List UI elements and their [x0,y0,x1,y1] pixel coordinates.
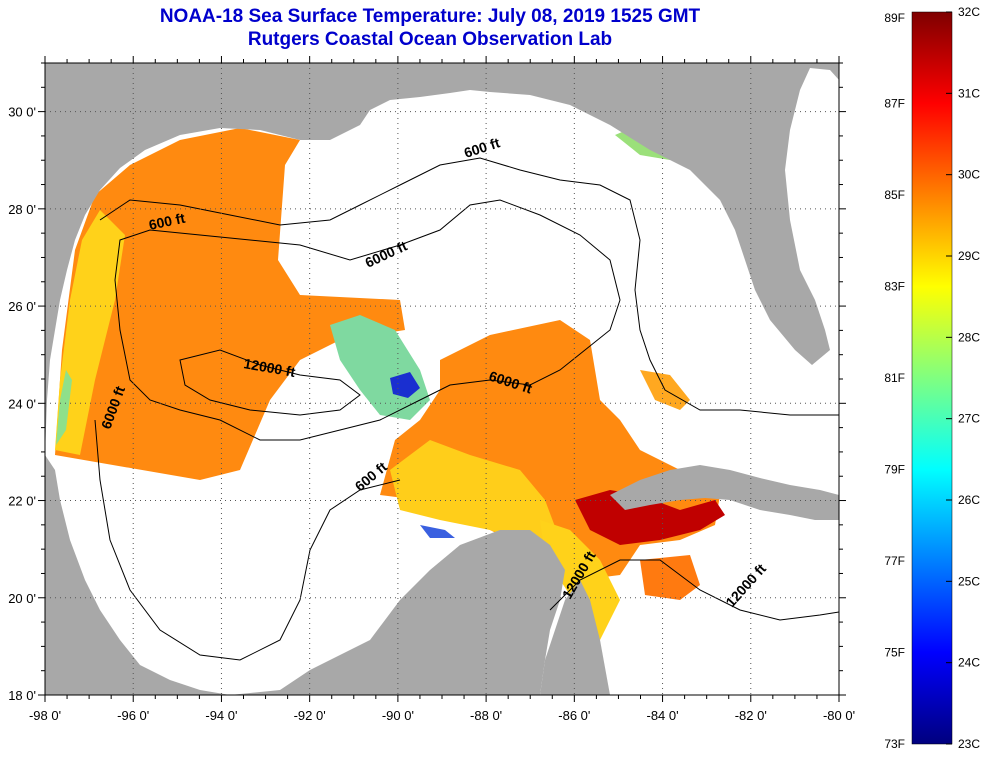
contour-600ft-north [99,157,839,416]
colorbar-bar [911,11,953,745]
sst-patch-south-orange [640,555,700,600]
longitude-tick-label: -94 0' [205,708,237,723]
colorbar-celsius-label: 24C [958,656,980,670]
longitude-tick-label: -84 0' [646,708,678,723]
colorbar-fahrenheit-label: 87F [884,97,905,111]
contour-12000ft [179,349,361,416]
longitude-tick-label: -80 0' [823,708,855,723]
longitude-tick-label: -86 0' [558,708,590,723]
longitude-tick-label: -96 0' [117,708,149,723]
latitude-tick-label: 18 0' [8,688,36,703]
longitude-tick-label: -88 0' [470,708,502,723]
latitude-tick-label: 28 0' [8,202,36,217]
latitude-tick-label: 20 0' [8,591,36,606]
latitude-axis: 18 0' 20 0' 22 0' 24 0' 26 0' 28 0' 30 0' [8,62,846,703]
colorbar-fahrenheit-label: 79F [884,463,905,477]
colorbar-celsius-label: 31C [958,86,980,100]
land-yucatan-east [540,580,610,695]
sst-patch-bay-campeche-blue [420,525,455,538]
latitude-tick-label: 24 0' [8,396,36,411]
sst-patch-cuba-darkred [575,490,725,545]
colorbar-celsius-label: 27C [958,412,980,426]
colorbar-fahrenheit-label: 73F [884,737,905,751]
longitude-tick-label: -98 0' [29,708,61,723]
bathymetry-contours [94,157,839,661]
colorbar-celsius-label: 29C [958,249,980,263]
contour-600ft-mexico [94,419,401,661]
land-cuba [610,465,839,520]
land-layer [45,63,839,695]
latitude-tick-label: 30 0' [8,105,36,120]
contour-6000ft-gulf [114,199,621,441]
longitude-tick-label: -92 0' [294,708,326,723]
contour-12000ft-caribbean [549,559,839,621]
colorbar-fahrenheit-label: 89F [884,11,905,25]
lat-lon-grid [45,63,839,695]
land-mexico [45,455,230,695]
contour-label: 600 ft [147,210,186,233]
colorbar: 89F 87F 85F 83F 81F 79F 77F 75F 73F 32C 31C 30C 29C… [884,5,980,751]
land-us-gulf-coast [45,63,839,455]
latitude-tick-label: 22 0' [8,494,36,509]
colorbar-fahrenheit-label: 81F [884,371,905,385]
colorbar-celsius-labels: 32C 31C 30C 29C 28C 27C 26C 25C 24C 23C [946,5,980,751]
colorbar-celsius-label: 26C [958,493,980,507]
colorbar-celsius-label: 23C [958,737,980,751]
longitude-axis: -98 0' -96 0' -94 0' -92 0' -90 0' -88 0' -86 … [29,56,855,723]
sst-data-layer [55,120,725,640]
colorbar-celsius-label: 25C [958,574,980,588]
sst-patch-texas-coast-teal [56,370,72,445]
colorbar-fahrenheit-labels: 89F 87F 85F 83F 81F 79F 77F 75F 73F [884,11,905,751]
colorbar-fahrenheit-label: 75F [884,646,905,660]
colorbar-celsius-label: 28C [958,330,980,344]
longitude-tick-label: -82 0' [735,708,767,723]
colorbar-fahrenheit-label: 77F [884,554,905,568]
map-subtitle: Rutgers Coastal Ocean Observation Lab [247,29,613,50]
colorbar-celsius-label: 32C [958,5,980,19]
latitude-tick-label: 26 0' [8,299,36,314]
colorbar-fahrenheit-label: 83F [884,280,905,294]
colorbar-celsius-label: 30C [958,168,980,182]
sst-patch-central-gulf-yellow [390,440,560,545]
colorbar-fahrenheit-label: 85F [884,188,905,202]
map-title: NOAA-18 Sea Surface Temperature: July 08… [159,6,701,27]
sst-patch-texas-coast-yellow [55,210,125,455]
land-central-america [230,530,565,695]
longitude-tick-label: -90 0' [382,708,414,723]
